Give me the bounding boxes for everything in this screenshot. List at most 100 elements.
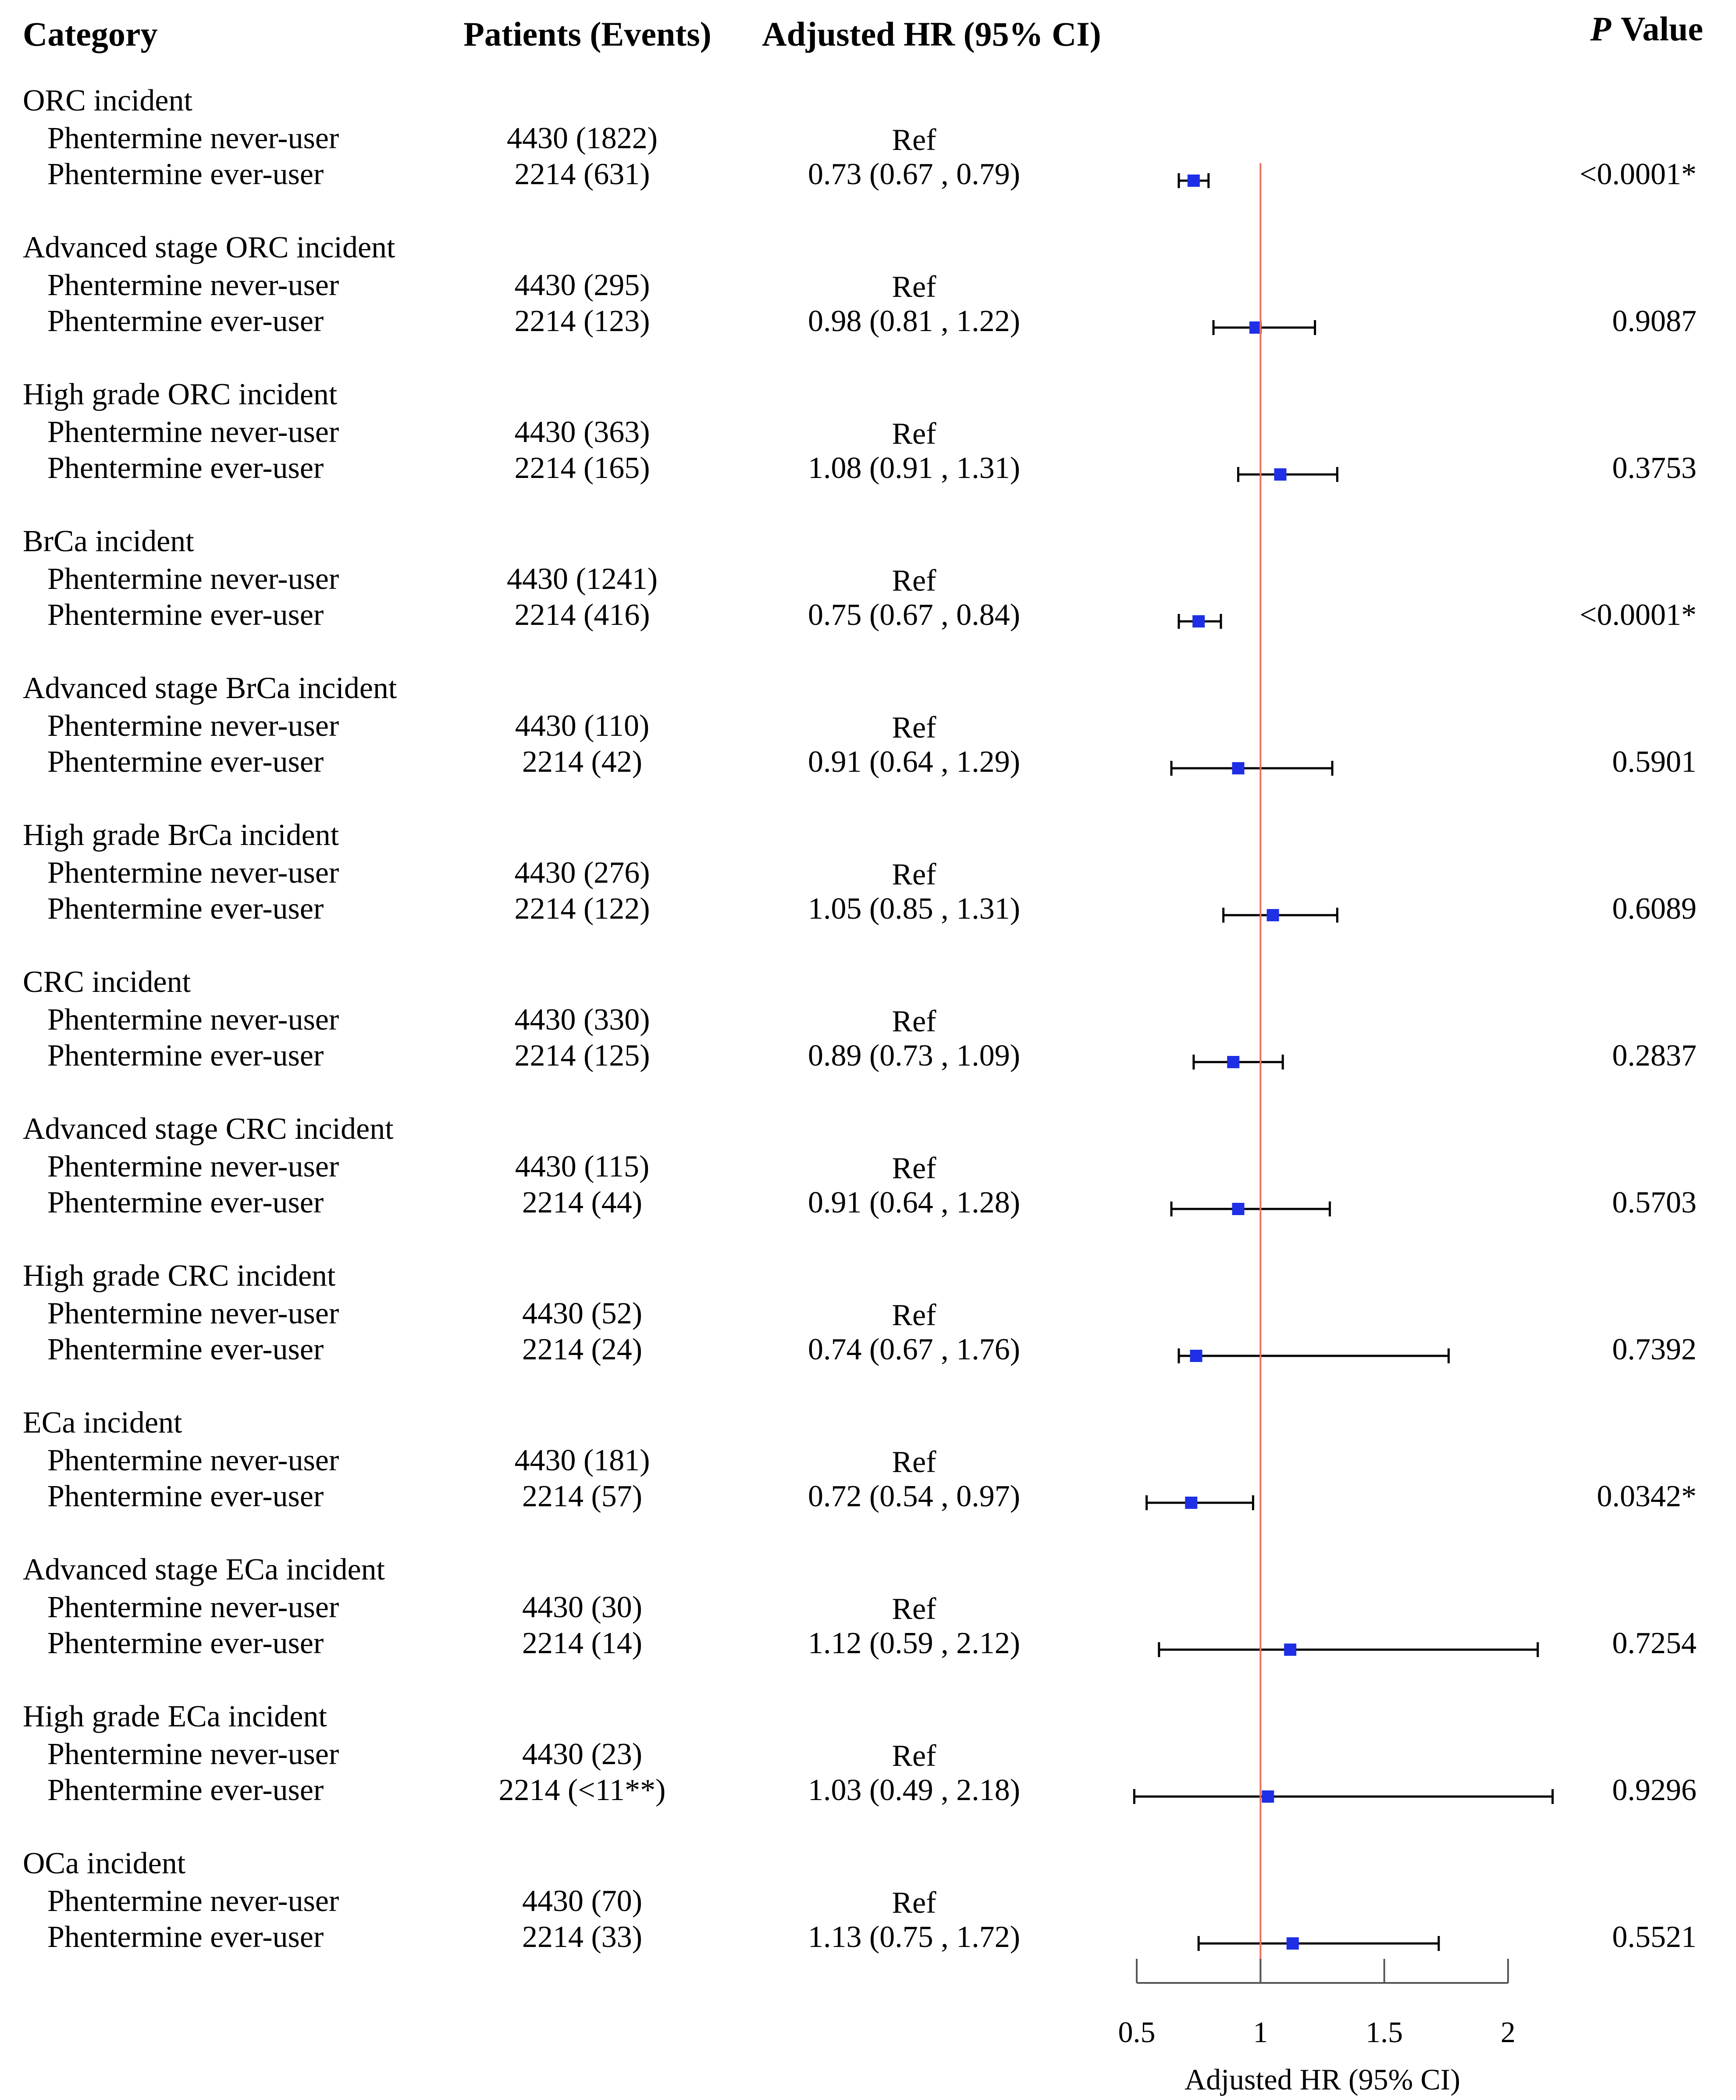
ever-user-patients-events: 2214 (57) (522, 1480, 642, 1513)
p-value: <0.0001* (1579, 598, 1697, 632)
ever-user-label: Phentermine ever-user (47, 1186, 324, 1219)
never-user-patients-events: 4430 (295) (514, 268, 650, 302)
hazard-ratio-marker (1266, 909, 1279, 921)
hazard-ratio-marker (1274, 468, 1287, 481)
never-user-patients-events: 4430 (363) (514, 415, 650, 449)
category-label: Advanced stage BrCa incident (23, 671, 397, 705)
hazard-ratio-text: 0.98 (0.81 , 1.22) (808, 304, 1020, 338)
p-value: 0.5901 (1612, 745, 1697, 779)
never-user-label: Phentermine never-user (47, 1150, 339, 1184)
hazard-ratio-text: 0.91 (0.64 , 1.29) (808, 745, 1020, 779)
ever-user-label: Phentermine ever-user (47, 1773, 324, 1807)
never-user-label: Phentermine never-user (47, 1297, 339, 1330)
p-value: <0.0001* (1579, 157, 1697, 191)
x-axis-label: Adjusted HR (95% CI) (1185, 2063, 1460, 2096)
never-user-label: Phentermine never-user (47, 1590, 339, 1624)
never-user-patients-events: 4430 (52) (522, 1297, 642, 1330)
group-row: High grade CRC incident Phentermine never… (23, 1259, 1697, 1366)
x-axis-tick-label: 1.5 (1366, 2015, 1403, 2049)
ever-user-label: Phentermine ever-user (47, 598, 324, 632)
group-row: BrCa incident Phentermine never-userPhent… (23, 524, 1697, 632)
hazard-ratio-marker (1232, 1203, 1245, 1215)
x-axis-tick-label: 1 (1253, 2015, 1268, 2049)
category-label: ORC incident (23, 84, 192, 118)
ever-user-patients-events: 2214 (123) (514, 304, 650, 338)
hazard-ratio-marker (1262, 1790, 1274, 1803)
group-row: CRC incident Phentermine never-userPhente… (23, 965, 1697, 1073)
category-label: Advanced stage ORC incident (23, 231, 395, 264)
header-p-rest: Value (1621, 10, 1703, 48)
header-category: Category (23, 15, 158, 53)
hazard-ratio-text: 0.75 (0.67 , 0.84) (808, 598, 1020, 632)
hazard-ratio-marker (1286, 1937, 1299, 1950)
group-row: Advanced stage ORC incident Phentermine n… (23, 231, 1697, 338)
category-label: ECa incident (23, 1406, 182, 1440)
never-user-patients-events: 4430 (181) (514, 1444, 650, 1477)
hazard-ratio-text: 0.74 (0.67 , 1.76) (808, 1333, 1020, 1366)
never-user-patients-events: 4430 (330) (514, 1003, 650, 1037)
ever-user-patients-events: 2214 (416) (514, 598, 650, 632)
p-value: 0.9296 (1612, 1773, 1697, 1807)
never-user-label: Phentermine never-user (47, 268, 339, 302)
hazard-ratio-text: 1.08 (0.91 , 1.31) (808, 451, 1020, 485)
p-value: 0.7254 (1612, 1626, 1697, 1660)
hazard-ratio-marker (1232, 762, 1245, 774)
ever-user-label: Phentermine ever-user (47, 451, 324, 485)
reference-label: Ref (892, 1005, 936, 1038)
category-label: High grade CRC incident (23, 1259, 336, 1293)
p-value: 0.3753 (1612, 451, 1697, 485)
group-row: ECa incident Phentermine never-userPhente… (23, 1406, 1697, 1513)
group-row: High grade BrCa incident Phentermine neve… (23, 818, 1697, 926)
p-value: 0.5521 (1612, 1920, 1697, 1954)
header-patients-events: Patients (Events) (463, 15, 711, 53)
ever-user-label: Phentermine ever-user (47, 157, 324, 191)
reference-label: Ref (892, 564, 936, 598)
ever-user-patients-events: 2214 (44) (522, 1186, 642, 1219)
category-label: Advanced stage ECa incident (23, 1553, 385, 1587)
never-user-label: Phentermine never-user (47, 562, 339, 596)
ever-user-patients-events: 2214 (24) (522, 1333, 642, 1366)
reference-label: Ref (892, 1886, 936, 1920)
never-user-patients-events: 4430 (70) (522, 1884, 642, 1918)
ever-user-patients-events: 2214 (42) (522, 745, 642, 779)
p-value: 0.0342* (1597, 1480, 1697, 1513)
reference-label: Ref (892, 123, 936, 157)
hazard-ratio-text: 1.03 (0.49 , 2.18) (808, 1773, 1020, 1807)
p-value: 0.9087 (1612, 304, 1697, 338)
hazard-ratio-text: 1.13 (0.75 , 1.72) (808, 1920, 1020, 1954)
group-row: High grade ECa incident Phentermine never… (23, 1700, 1697, 1807)
header-p-value: P Value (1590, 10, 1704, 48)
category-label: High grade ECa incident (23, 1700, 327, 1733)
ever-user-label: Phentermine ever-user (47, 1333, 324, 1366)
hazard-ratio-text: 0.89 (0.73 , 1.09) (808, 1039, 1020, 1073)
ever-user-patients-events: 2214 (14) (522, 1626, 642, 1660)
ever-user-label: Phentermine ever-user (47, 304, 324, 338)
hazard-ratio-text: 1.05 (0.85 , 1.31) (808, 892, 1020, 926)
group-row: OCa incident Phentermine never-userPhente… (23, 1847, 1697, 1954)
never-user-label: Phentermine never-user (47, 1737, 339, 1771)
ever-user-patients-events: 2214 (631) (514, 157, 650, 191)
ever-user-label: Phentermine ever-user (47, 892, 324, 926)
category-label: High grade BrCa incident (23, 818, 339, 852)
never-user-patients-events: 4430 (1241) (507, 562, 658, 596)
hazard-ratio-marker (1190, 1350, 1202, 1362)
ever-user-label: Phentermine ever-user (47, 1626, 324, 1660)
never-user-label: Phentermine never-user (47, 856, 339, 890)
forest-plot-area: 0.5 1 1.5 2 Adjusted HR (95% CI) (1118, 163, 1554, 2096)
header-adjusted-hr: Adjusted HR (95% CI) (762, 15, 1101, 53)
p-value: 0.6089 (1612, 892, 1697, 926)
reference-label: Ref (892, 1152, 936, 1185)
hazard-ratio-text: 0.73 (0.67 , 0.79) (808, 157, 1020, 191)
reference-label: Ref (892, 270, 936, 304)
hazard-ratio-text: 0.72 (0.54 , 0.97) (808, 1480, 1020, 1513)
ever-user-label: Phentermine ever-user (47, 745, 324, 779)
reference-label: Ref (892, 1739, 936, 1773)
reference-label: Ref (892, 1445, 936, 1479)
hazard-ratio-marker (1227, 1056, 1240, 1068)
ever-user-label: Phentermine ever-user (47, 1039, 324, 1073)
hazard-ratio-marker (1192, 615, 1205, 628)
never-user-patients-events: 4430 (110) (515, 709, 650, 743)
